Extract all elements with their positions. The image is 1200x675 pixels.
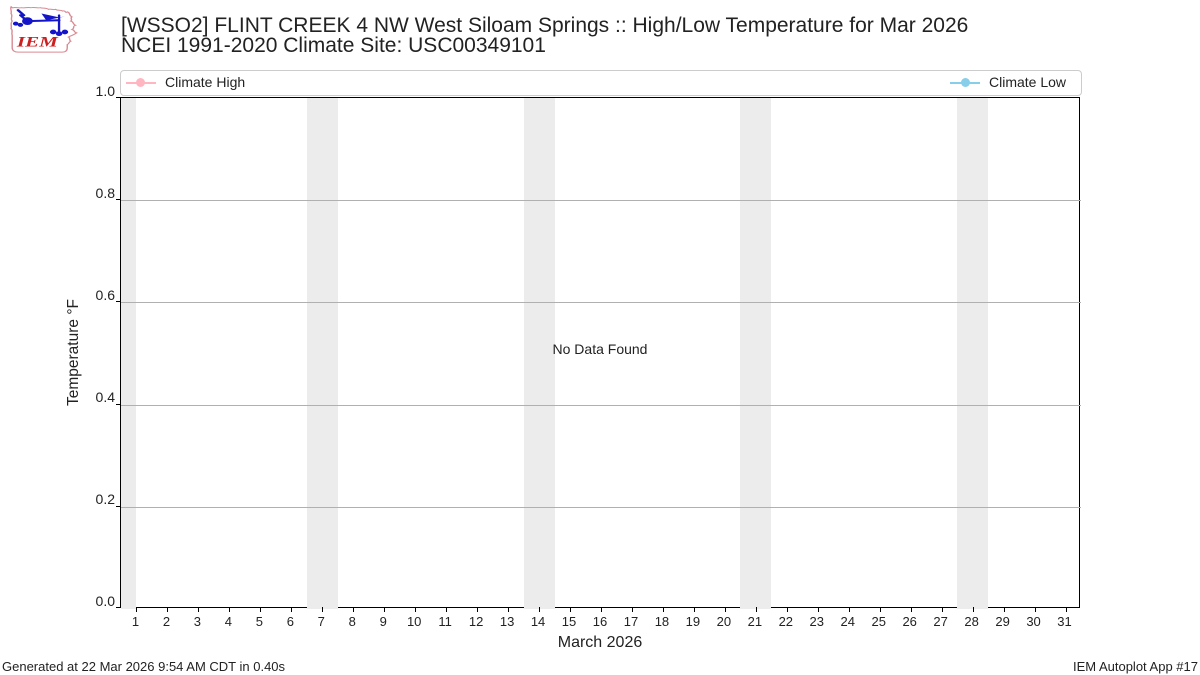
svg-text:IEM: IEM: [16, 33, 59, 49]
